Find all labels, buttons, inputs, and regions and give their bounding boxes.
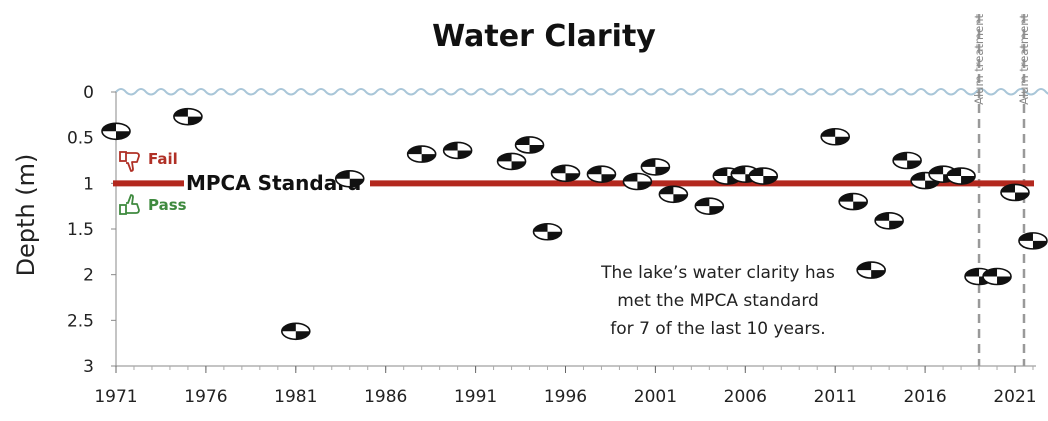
secchi-disk-point <box>586 165 617 183</box>
thumbs-up-icon <box>119 194 140 215</box>
secchi-disk-point <box>658 185 689 204</box>
x-tick-label: 1976 <box>184 387 227 407</box>
secchi-disk-point <box>532 222 563 241</box>
water-surface-wave <box>115 88 1048 96</box>
secchi-disk-point <box>101 122 131 141</box>
x-tick-label: 2021 <box>993 387 1036 407</box>
y-axis-label: Depth (m) <box>12 154 40 277</box>
secchi-disk-point <box>622 172 653 191</box>
y-tick-label: 2.5 <box>67 311 94 331</box>
secchi-disk-point <box>173 107 203 126</box>
x-tick-label: 1996 <box>544 387 587 407</box>
note-line-3: for 7 of the last 10 years. <box>610 319 825 339</box>
secchi-disk-point <box>694 197 725 215</box>
y-tick-label: 0 <box>83 83 94 103</box>
secchi-disk-point <box>280 322 311 341</box>
secchi-disk-point <box>550 164 581 183</box>
secchi-disk-point <box>874 211 904 230</box>
secchi-disk-point <box>1018 232 1048 250</box>
secchi-disk-point <box>334 169 365 188</box>
y-tick-label: 1 <box>83 174 94 194</box>
x-tick-label: 1986 <box>364 387 407 407</box>
secchi-disk-point <box>1000 183 1030 202</box>
x-tick-label: 1981 <box>274 387 317 407</box>
x-tick-label: 1991 <box>454 387 497 407</box>
x-tick-label: 2006 <box>724 387 767 407</box>
thumbs-down-icon <box>119 151 140 172</box>
chart-title: Water Clarity <box>432 19 656 54</box>
y-tick-label: 3 <box>83 357 94 377</box>
secchi-disk-point <box>892 151 922 170</box>
secchi-disk-point <box>442 141 473 160</box>
standard-label: MPCA Standard <box>186 171 361 195</box>
secchi-disk-point <box>640 158 671 176</box>
y-tick-label: 0.5 <box>67 129 94 149</box>
note-line-2: met the MPCA standard <box>617 291 819 311</box>
pass-label: Pass <box>148 196 187 214</box>
fail-label: Fail <box>148 150 178 168</box>
x-tick-label: 1971 <box>94 387 137 407</box>
secchi-disk-point <box>856 261 886 279</box>
secchi-disk-point <box>514 136 545 154</box>
y-tick-label: 2 <box>83 266 94 286</box>
secchi-disk-point <box>496 152 527 171</box>
secchi-disk-point <box>982 267 1012 286</box>
note-line-1: The lake’s water clarity has <box>600 263 835 283</box>
x-tick-label: 2011 <box>814 387 857 407</box>
alum-treatment-label: Alum treatment <box>972 14 986 105</box>
alum-treatment-label: Alum treatment <box>1017 14 1031 105</box>
secchi-disk-point <box>838 192 868 211</box>
secchi-disk-point <box>406 145 437 163</box>
y-tick-label: 1.5 <box>67 220 94 240</box>
secchi-disk-point <box>820 127 851 146</box>
x-tick-label: 2001 <box>634 387 677 407</box>
secchi-disk-point <box>946 167 976 185</box>
x-tick-label: 2016 <box>903 387 946 407</box>
secchi-disk-point <box>748 167 779 185</box>
